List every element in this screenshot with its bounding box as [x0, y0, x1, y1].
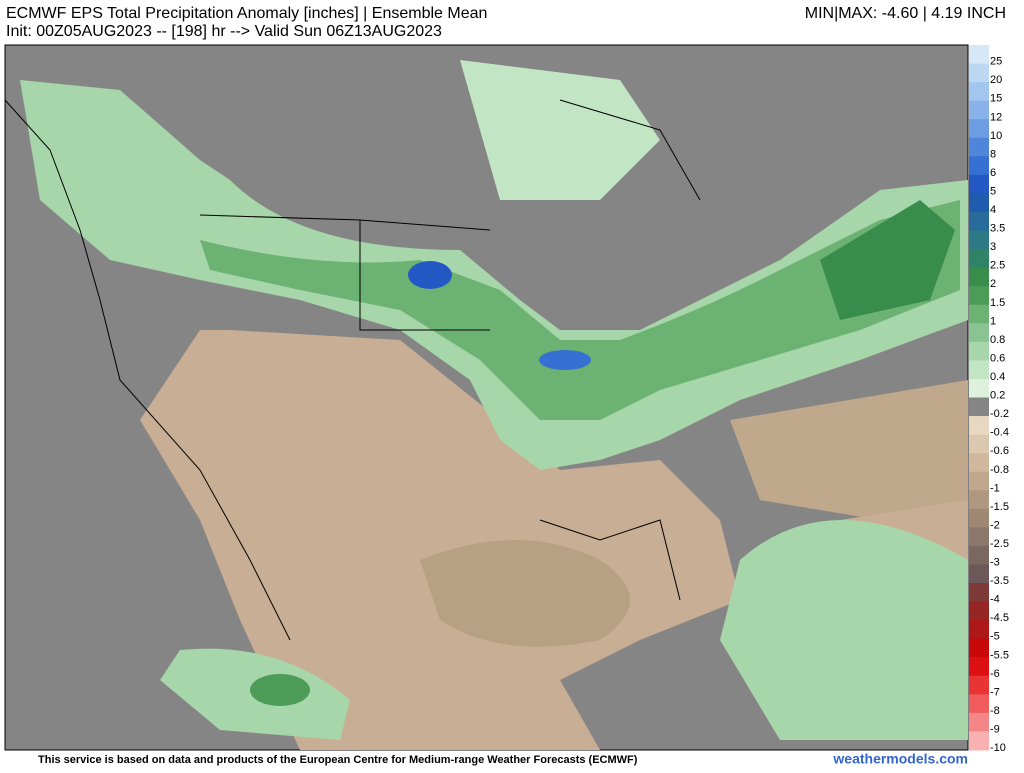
colorbar-cell: [969, 304, 989, 324]
colorbar-label: 0.2: [990, 390, 1005, 402]
colorbar-label: 6: [990, 167, 996, 179]
colorbar-cell: [969, 63, 989, 83]
colorbar-label: 10: [990, 130, 1002, 142]
colorbar-cell: [969, 119, 989, 139]
colorbar-label: -1.5: [990, 501, 1009, 513]
colorbar-cell: [969, 100, 989, 120]
colorbar-label: -2: [990, 519, 1000, 531]
colorbar-cell: [969, 453, 989, 473]
colorbar-label: -3: [990, 557, 1000, 569]
colorbar-label: -5: [990, 631, 1000, 643]
colorbar-label: 1: [990, 315, 996, 327]
colorbar-label: -9: [990, 723, 1000, 735]
colorbar-label: -0.2: [990, 408, 1009, 420]
colorbar-cell: [969, 230, 989, 250]
colorbar-label: -0.4: [990, 427, 1009, 439]
colorbar-label: -10: [990, 742, 1006, 754]
colorbar-cell: [969, 397, 989, 417]
colorbar-label: 3: [990, 241, 996, 253]
colorbar-label: 12: [990, 111, 1002, 123]
colorbar-cell: [969, 249, 989, 269]
footer-notice: This service is based on data and produc…: [38, 754, 638, 766]
colorbar-label: -3.5: [990, 575, 1009, 587]
colorbar-cell: [969, 675, 989, 695]
colorbar-label: 20: [990, 74, 1002, 86]
colorbar-label: 4: [990, 204, 996, 216]
colorbar-label: 5: [990, 185, 996, 197]
colorbar-cell: [969, 583, 989, 603]
colorbar-label: 2: [990, 278, 996, 290]
colorbar-label: -4.5: [990, 612, 1009, 624]
colorbar-cell: [969, 508, 989, 528]
title: ECMWF EPS Total Precipitation Anomaly [i…: [6, 5, 487, 22]
map: [4, 44, 969, 751]
colorbar-cell: [969, 156, 989, 176]
colorbar-cell: [969, 657, 989, 677]
colorbar-label: -1: [990, 482, 1000, 494]
colorbar-cell: [969, 137, 989, 157]
colorbar-cell: [969, 434, 989, 454]
colorbar-label: 3.5: [990, 223, 1005, 235]
colorbar-label: -7: [990, 686, 1000, 698]
colorbar-label: 15: [990, 93, 1002, 105]
colorbar-label: -0.8: [990, 464, 1009, 476]
colorbar-label: -5.5: [990, 649, 1009, 661]
colorbar-cell: [969, 601, 989, 621]
colorbar-cell: [969, 527, 989, 547]
colorbar-label: 0.4: [990, 371, 1005, 383]
colorbar-cell: [969, 471, 989, 491]
colorbar-cell: [969, 267, 989, 287]
colorbar-label: 2.5: [990, 260, 1005, 272]
colorbar-label: 0.8: [990, 334, 1005, 346]
colorbar-cell: [969, 490, 989, 510]
colorbar-label: -6: [990, 668, 1000, 680]
colorbar-cell: [969, 638, 989, 658]
colorbar-cell: [969, 45, 989, 65]
colorbar-cell: [969, 620, 989, 640]
colorbar-cell: [969, 416, 989, 436]
colorbar-cell: [969, 341, 989, 361]
subtitle: Init: 00Z05AUG2023 -- [198] hr --> Valid…: [6, 23, 442, 40]
colorbar-label: 0.6: [990, 352, 1005, 364]
colorbar-cell: [969, 694, 989, 714]
colorbar-cell: [969, 545, 989, 565]
colorbar-cell: [969, 211, 989, 232]
colorbar-cell: [969, 193, 989, 213]
colorbar-label: -0.6: [990, 445, 1009, 457]
colorbar-cell: [969, 731, 989, 751]
colorbar-cell: [969, 286, 989, 306]
site-link[interactable]: weathermodels.com: [832, 751, 968, 767]
min-max: MIN|MAX: -4.60 | 4.19 INCH: [805, 5, 1006, 22]
colorbar-label: -8: [990, 705, 1000, 717]
colorbar-label: -4: [990, 594, 1000, 606]
colorbar-label: 8: [990, 148, 996, 160]
colorbar-cell: [969, 712, 989, 732]
colorbar-label: 25: [990, 56, 1002, 68]
colorbar-cell: [969, 360, 989, 380]
colorbar-cell: [969, 378, 989, 398]
colorbar-label: 1.5: [990, 297, 1005, 309]
colorbar-label: -2.5: [990, 538, 1009, 550]
colorbar-cell: [969, 82, 989, 102]
colorbar-cell: [969, 323, 989, 343]
colorbar: 25 20 15 12 10 8 6 5 4 3.5 3 2.5 2 1.5 1 0.8 0.6 0.4 0.2 -0…: [969, 45, 1009, 754]
colorbar-cell: [969, 174, 989, 194]
colorbar-cell: [969, 564, 989, 584]
